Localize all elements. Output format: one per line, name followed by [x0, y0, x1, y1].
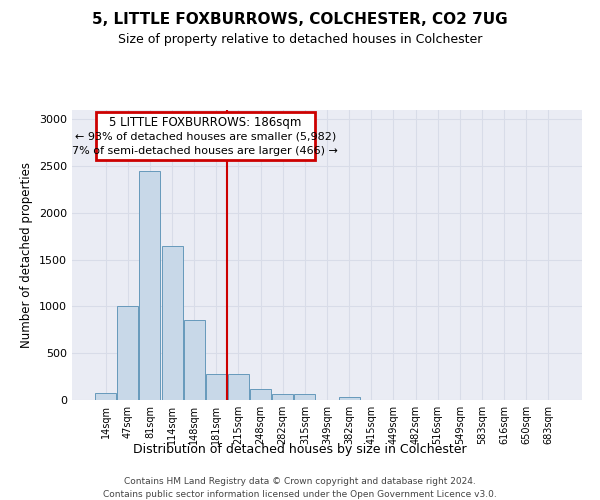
- Bar: [272, 394, 293, 400]
- Bar: [338, 397, 359, 400]
- Text: Distribution of detached houses by size in Colchester: Distribution of detached houses by size …: [133, 442, 467, 456]
- Bar: [228, 374, 249, 400]
- Bar: [206, 374, 227, 400]
- Text: 5 LITTLE FOXBURROWS: 186sqm: 5 LITTLE FOXBURROWS: 186sqm: [109, 116, 301, 129]
- Bar: [161, 246, 182, 400]
- Text: Contains HM Land Registry data © Crown copyright and database right 2024.: Contains HM Land Registry data © Crown c…: [124, 478, 476, 486]
- Bar: [250, 389, 271, 400]
- Bar: [184, 320, 205, 400]
- Text: Contains public sector information licensed under the Open Government Licence v3: Contains public sector information licen…: [103, 490, 497, 499]
- Text: ← 93% of detached houses are smaller (5,982): ← 93% of detached houses are smaller (5,…: [74, 132, 336, 142]
- Bar: [95, 392, 116, 400]
- Text: Size of property relative to detached houses in Colchester: Size of property relative to detached ho…: [118, 32, 482, 46]
- FancyBboxPatch shape: [96, 112, 315, 160]
- Y-axis label: Number of detached properties: Number of detached properties: [20, 162, 34, 348]
- Text: 5, LITTLE FOXBURROWS, COLCHESTER, CO2 7UG: 5, LITTLE FOXBURROWS, COLCHESTER, CO2 7U…: [92, 12, 508, 28]
- Text: 7% of semi-detached houses are larger (466) →: 7% of semi-detached houses are larger (4…: [73, 146, 338, 156]
- Bar: [118, 306, 139, 400]
- Bar: [139, 171, 160, 400]
- Bar: [295, 394, 316, 400]
